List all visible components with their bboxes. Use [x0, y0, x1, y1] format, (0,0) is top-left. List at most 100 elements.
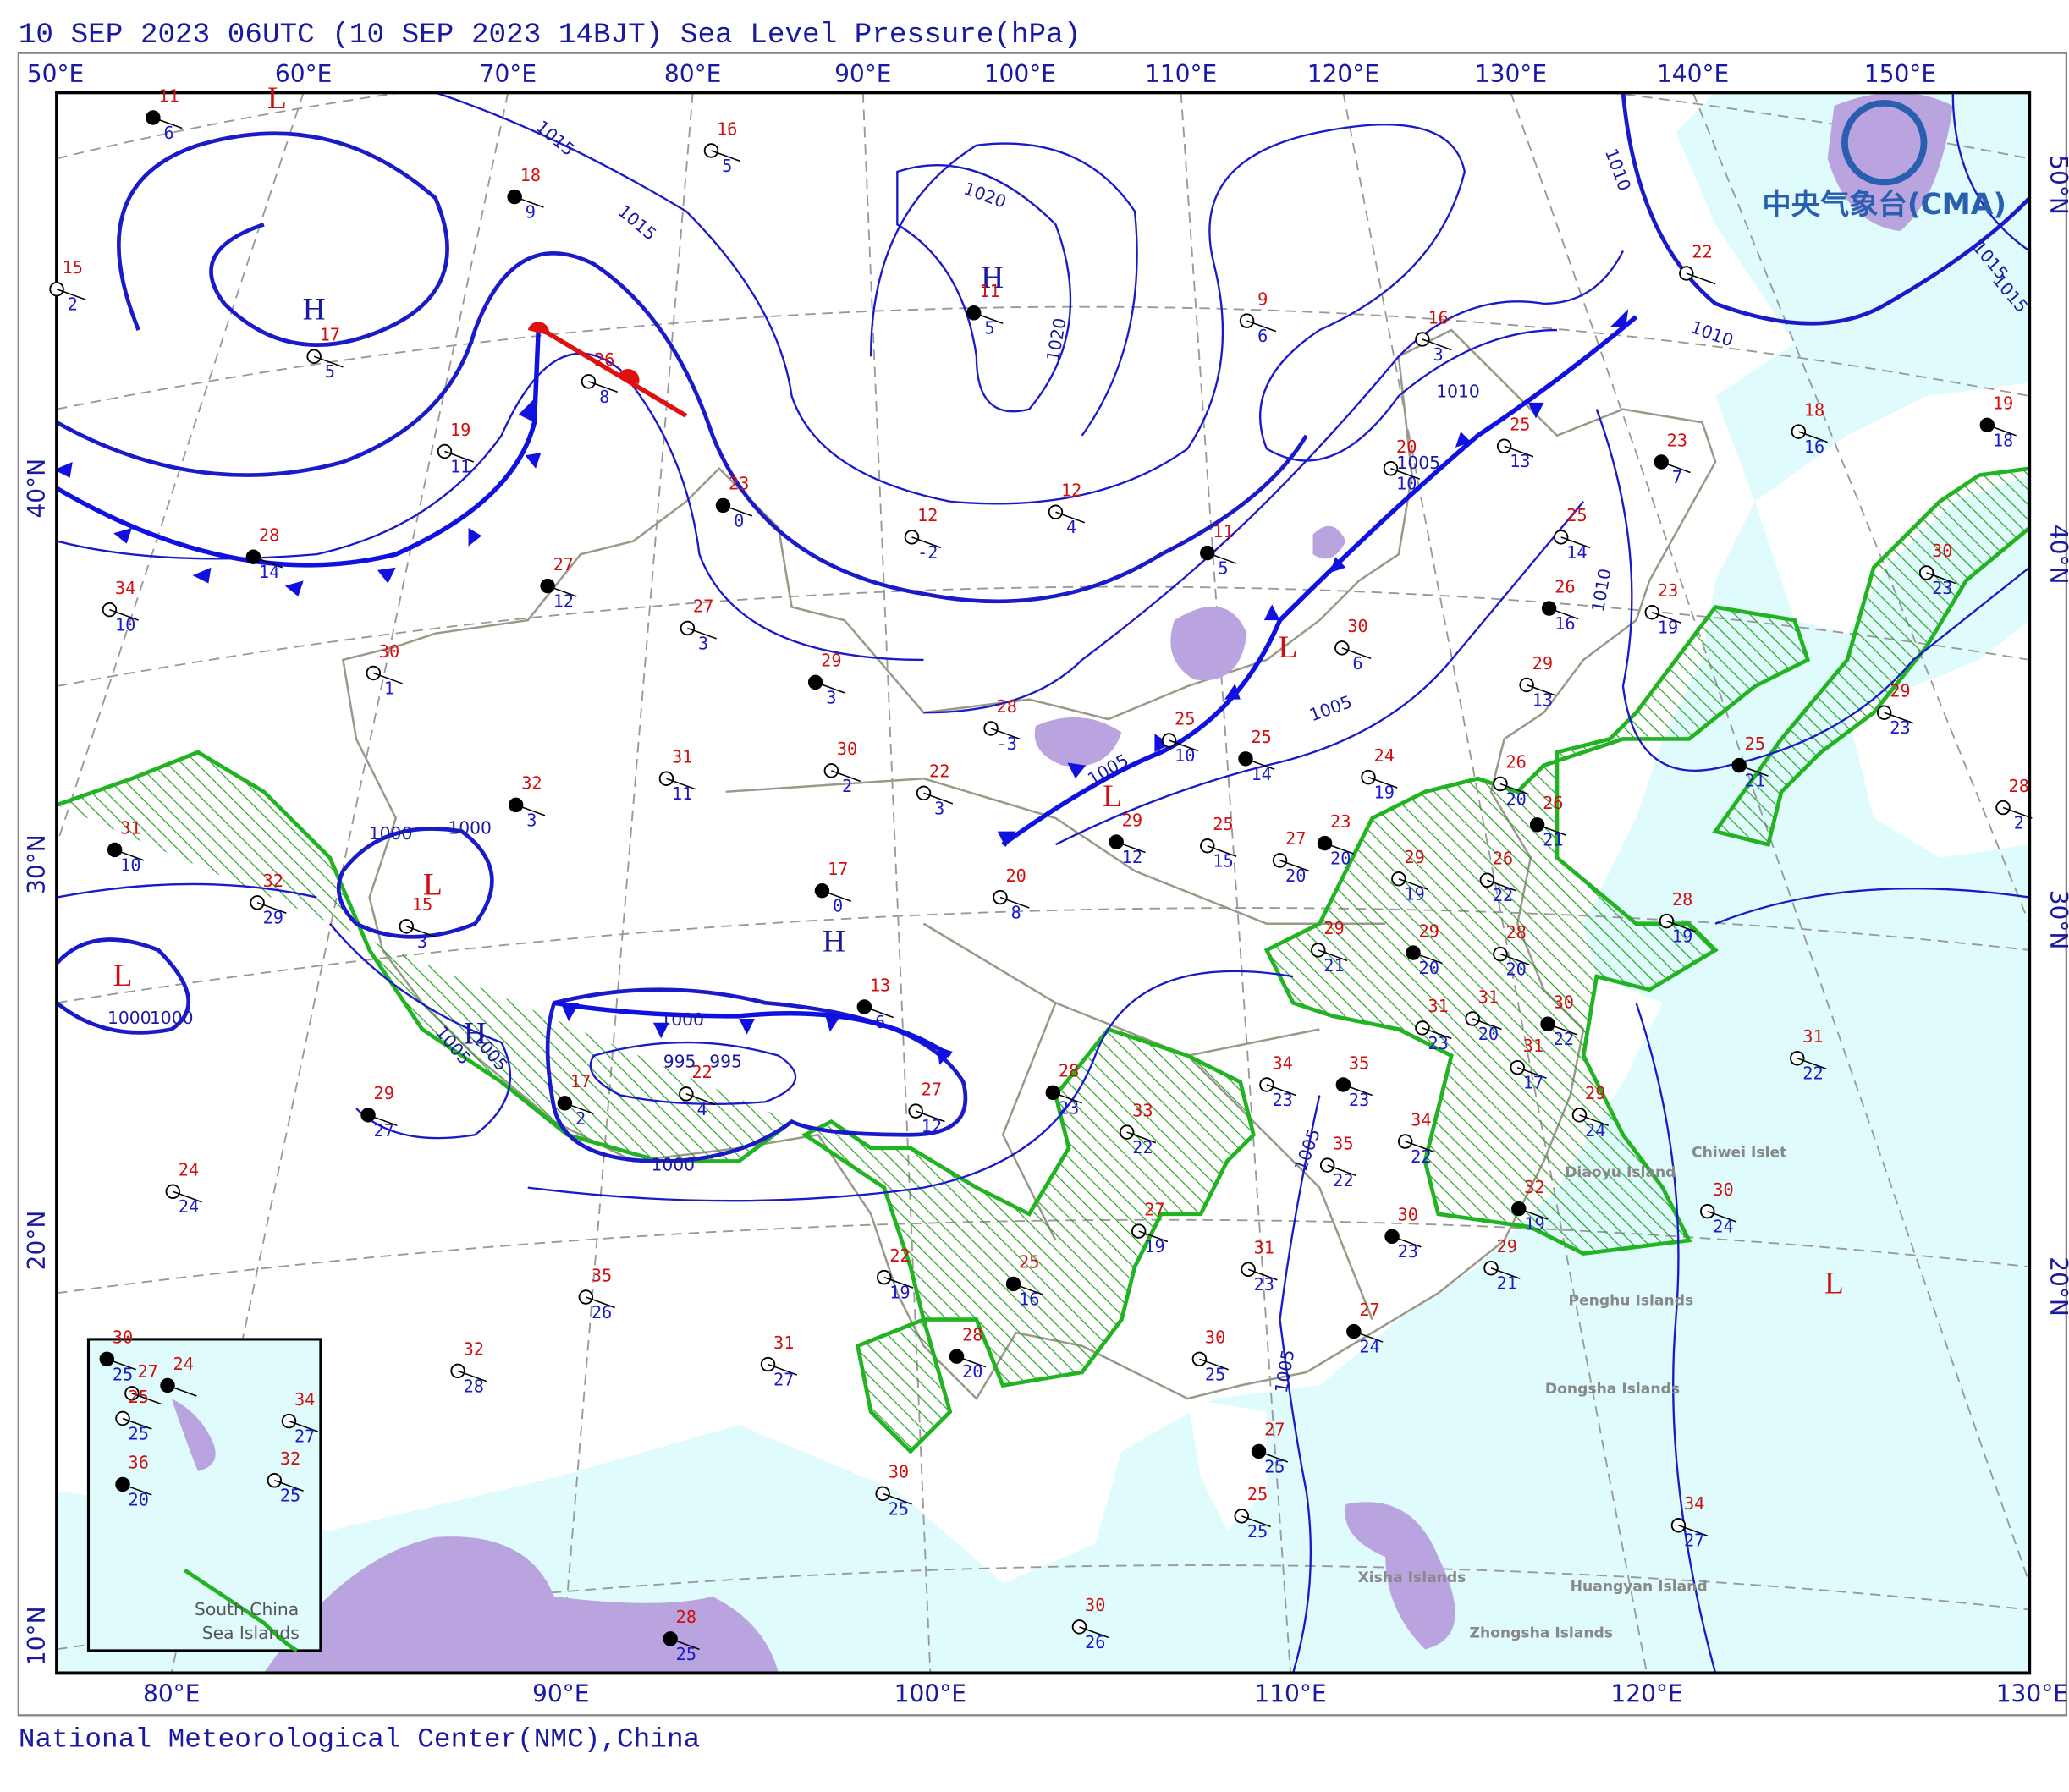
temperature: 25 — [1175, 708, 1195, 728]
lat-label: 30°N — [23, 834, 51, 894]
dew-point: 14 — [1251, 764, 1271, 784]
map-title: 10 SEP 2023 06UTC (10 SEP 2023 14BJT) Se… — [19, 19, 1081, 52]
dew-point: 20 — [1505, 789, 1526, 809]
wind-barb — [882, 1492, 912, 1505]
temperature: 22 — [1692, 241, 1712, 261]
wind-barb — [1499, 783, 1530, 795]
dew-point: 1 — [384, 678, 394, 698]
place-label: Zhongsha Islands — [1470, 1624, 1614, 1641]
wind-barb — [911, 536, 942, 549]
lat-label: 40°N — [2044, 525, 2069, 585]
dew-point: 23 — [1349, 1090, 1369, 1110]
dew-point: 27 — [1684, 1531, 1704, 1551]
temperature: 29 — [374, 1083, 394, 1103]
wind-barb — [1926, 572, 1956, 585]
rain-area — [263, 1536, 779, 1674]
dew-point: 12 — [553, 591, 574, 612]
wind-barb — [457, 1370, 487, 1382]
dew-point: 23 — [1932, 578, 1952, 598]
temperature: 27 — [693, 596, 713, 617]
dew-point: -3 — [997, 734, 1017, 754]
isobar — [57, 251, 1308, 604]
station-marker — [1483, 1260, 1499, 1276]
dew-point: 14 — [1566, 542, 1587, 563]
logo-text: 中央气象台(CMA) — [1762, 188, 2006, 222]
temperature: 32 — [263, 871, 283, 891]
dew-point: 26 — [1085, 1632, 1105, 1652]
temperature: 35 — [1333, 1133, 1353, 1153]
dew-point: 6 — [1257, 326, 1268, 346]
wind-barb — [1241, 1515, 1271, 1528]
temperature: 12 — [917, 505, 938, 525]
wind-barb — [883, 1276, 914, 1289]
land-japan — [1847, 620, 2030, 858]
temperature: 11 — [979, 281, 999, 301]
dew-point: 16 — [1019, 1289, 1039, 1309]
lat-label: 20°N — [23, 1211, 51, 1271]
dew-point: 25 — [1264, 1456, 1285, 1476]
wind-barb — [367, 1114, 398, 1127]
wind-barb — [515, 804, 546, 816]
dew-point: 5 — [1218, 558, 1228, 579]
temperature: 31 — [773, 1333, 794, 1353]
wind-barb — [1279, 860, 1310, 872]
station-marker — [306, 349, 322, 364]
wind-barb — [564, 1102, 594, 1115]
dew-point: 22 — [1411, 1146, 1431, 1167]
lon-label: 60°E — [275, 60, 332, 88]
lon-label: 100°E — [894, 1680, 966, 1708]
station-marker — [1918, 565, 1934, 580]
wind-barb — [1987, 424, 2017, 437]
dew-point: 10 — [120, 855, 140, 875]
dew-point: 25 — [676, 1644, 696, 1664]
dew-point: 21 — [1543, 830, 1563, 850]
temperature: 29 — [1404, 847, 1424, 867]
lat-label: 30°N — [2044, 890, 2069, 950]
dew-point: 21 — [1745, 771, 1765, 791]
temperature: 32 — [1524, 1177, 1544, 1197]
station-marker — [1406, 945, 1421, 960]
graticule — [57, 92, 2030, 160]
dew-point: 23 — [1890, 717, 1910, 738]
lon-label: 130°E — [1996, 1680, 2068, 1708]
wind-barb — [999, 896, 1030, 909]
rain-area — [1034, 717, 1122, 767]
wind-barb — [956, 1355, 987, 1368]
pressure-center: H — [981, 261, 1004, 295]
isobar — [1595, 409, 2030, 772]
temperature: 23 — [1667, 430, 1687, 450]
rain-boundary — [184, 1568, 299, 1652]
dew-point: 4 — [696, 1099, 707, 1119]
temperature: 25 — [1019, 1252, 1039, 1273]
dew-point: 19 — [1658, 618, 1678, 638]
wind-barb — [152, 117, 183, 129]
temperature: 31 — [1478, 987, 1499, 1007]
wind-barb — [253, 556, 283, 569]
temperature: 28 — [259, 525, 279, 546]
temperature: 32 — [521, 773, 542, 794]
temperature: 30 — [1347, 616, 1367, 636]
wind-barb — [1651, 612, 1681, 624]
station-marker — [437, 443, 453, 459]
wind-barb — [1547, 1023, 1577, 1036]
temperature: 15 — [412, 894, 432, 915]
wind-barb — [1390, 468, 1421, 480]
temperature: 31 — [1523, 1036, 1543, 1056]
station-marker — [814, 883, 830, 899]
place-label: Diaoyu Island — [1565, 1164, 1676, 1181]
isobar-label: 1005 — [1396, 453, 1440, 473]
graticule — [57, 305, 2030, 410]
station-marker — [1465, 1011, 1480, 1026]
land-hainan — [1187, 1399, 1267, 1531]
wind-barb — [588, 381, 619, 393]
temperature: 13 — [870, 975, 890, 995]
temperature: 29 — [1323, 918, 1344, 938]
dew-point: 21 — [1323, 955, 1344, 976]
wind-barb — [122, 1417, 152, 1430]
temperature: 30 — [1554, 992, 1574, 1013]
wind-barb — [114, 849, 145, 861]
dew-point: 23 — [1272, 1090, 1292, 1110]
temperature: 23 — [1330, 811, 1351, 832]
temperature: 32 — [280, 1448, 300, 1469]
footer-credit: National Meteorological Center(NMC),Chin… — [19, 1724, 700, 1756]
